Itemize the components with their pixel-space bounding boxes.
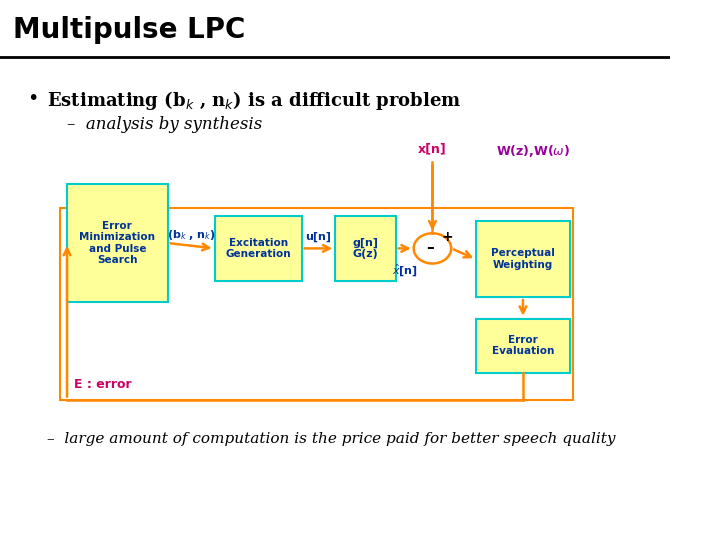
FancyBboxPatch shape [476,319,570,373]
Text: x[n]: x[n] [418,143,447,156]
Text: E : error: E : error [73,379,131,392]
Text: Multipulse LPC: Multipulse LPC [14,16,246,44]
Bar [60,208,573,400]
FancyBboxPatch shape [336,216,395,281]
Text: –  analysis by synthesis: – analysis by synthesis [67,116,262,133]
Text: Error
Minimization
and Pulse
Search: Error Minimization and Pulse Search [79,221,156,265]
Text: u[n]: u[n] [305,232,331,242]
Text: Error
Evaluation: Error Evaluation [492,335,554,356]
Text: –  large amount of computation is the price paid for better speech quality: – large amount of computation is the pri… [47,432,616,446]
Text: $\hat{x}$[n]: $\hat{x}$[n] [392,262,418,278]
Text: –: – [426,240,433,255]
Circle shape [414,233,451,264]
Text: Excitation
Generation: Excitation Generation [225,238,291,259]
Text: Perceptual
Weighting: Perceptual Weighting [491,248,555,270]
Text: •: • [27,89,38,108]
FancyBboxPatch shape [67,184,168,302]
Text: g[n]
G(z): g[n] G(z) [352,238,379,259]
Text: +: + [441,230,453,244]
FancyBboxPatch shape [476,221,570,297]
Text: Estimating (b$_k$ , n$_k$) is a difficult problem: Estimating (b$_k$ , n$_k$) is a difficul… [47,89,462,112]
FancyBboxPatch shape [215,216,302,281]
Text: W(z),W($\omega$): W(z),W($\omega$) [496,143,570,159]
Text: (b$_k$ , n$_k$): (b$_k$ , n$_k$) [166,228,215,242]
